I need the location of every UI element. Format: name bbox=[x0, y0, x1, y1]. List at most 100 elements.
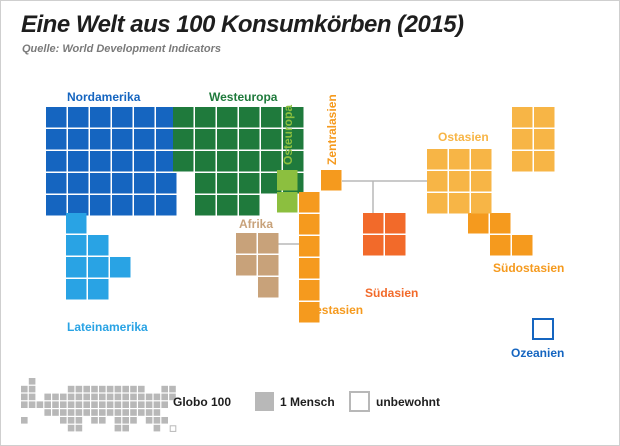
globo-mini-cell bbox=[138, 409, 145, 416]
globo-mini-cell bbox=[52, 401, 59, 408]
cell-westasien bbox=[299, 258, 320, 279]
cell-ostasien bbox=[512, 107, 533, 128]
globo-mini-cell bbox=[130, 417, 137, 424]
cell-westasien bbox=[299, 236, 320, 257]
globo-mini-cell bbox=[130, 409, 137, 416]
globo-mini-cell bbox=[44, 409, 51, 416]
cell-zentralasien bbox=[321, 170, 342, 191]
globo-mini-cell bbox=[99, 385, 106, 393]
globo-mini-cell bbox=[122, 409, 129, 416]
globo-mini-cell bbox=[106, 409, 114, 416]
cell-ostasien bbox=[512, 151, 533, 172]
globo-mini-cell bbox=[122, 385, 129, 393]
cell-ostasien bbox=[449, 149, 470, 170]
cell-nordamerika bbox=[46, 195, 67, 216]
globo-mini-cell bbox=[21, 417, 28, 424]
cell-westeuropa bbox=[283, 129, 304, 150]
globo-mini-cell bbox=[83, 401, 90, 408]
cell-nordamerika bbox=[68, 151, 89, 172]
cell-westeuropa bbox=[239, 195, 260, 216]
globo-mini-cell bbox=[28, 393, 36, 401]
cell-nordamerika bbox=[90, 151, 111, 172]
cell-westeuropa bbox=[173, 151, 194, 172]
globo-mini-cell bbox=[52, 393, 59, 401]
globo-mini-cell bbox=[161, 385, 168, 393]
legend-globo-label: Globo 100 bbox=[173, 395, 231, 409]
cell-nordamerika bbox=[134, 107, 155, 128]
cell-afrika bbox=[236, 233, 257, 254]
cell-nordamerika bbox=[156, 151, 177, 172]
cell-suedostasien bbox=[490, 235, 511, 256]
globo-mini-cell bbox=[153, 401, 161, 408]
globo-mini-cell bbox=[114, 424, 122, 432]
globo-mini-cell bbox=[138, 393, 145, 401]
globo-mini-cell bbox=[36, 401, 44, 408]
label-lateinamerika: Lateinamerika bbox=[67, 320, 148, 334]
globo-mini-cell bbox=[145, 401, 153, 408]
cell-westeuropa bbox=[261, 129, 282, 150]
globo-mini-cell bbox=[83, 393, 90, 401]
globo-mini-cell bbox=[114, 401, 122, 408]
label-zentralasien: Zentralasien bbox=[325, 94, 339, 165]
legend-unbewohnt-label: unbewohnt bbox=[376, 395, 440, 409]
globo-mini-cell bbox=[91, 417, 98, 424]
globo-mini-cell bbox=[67, 417, 75, 424]
cell-nordamerika bbox=[112, 173, 133, 194]
globo-mini-cell bbox=[67, 393, 75, 401]
connector-lines bbox=[278, 180, 427, 245]
cell-westeuropa bbox=[195, 107, 216, 128]
globo-mini-cell bbox=[21, 393, 28, 401]
cell-westasien bbox=[299, 214, 320, 235]
cell-ostasien bbox=[534, 151, 555, 172]
label-afrika: Afrika bbox=[239, 217, 273, 231]
cell-nordamerika bbox=[46, 107, 67, 128]
cell-westeuropa bbox=[261, 151, 282, 172]
cell-westasien bbox=[299, 192, 320, 213]
cell-westeuropa bbox=[217, 151, 238, 172]
label-suedostasien: Südostasien bbox=[493, 261, 564, 275]
globo-mini-cell bbox=[169, 385, 176, 393]
legend-text: Globo 100 1 Mensch unbewohnt bbox=[173, 395, 440, 409]
globo-mini-cell bbox=[153, 409, 161, 416]
cell-westeuropa bbox=[195, 129, 216, 150]
cell-suedasien bbox=[385, 213, 406, 234]
cell-ostasien bbox=[449, 193, 470, 214]
cell-ozeanien-outline bbox=[532, 318, 554, 340]
cell-nordamerika bbox=[90, 129, 111, 150]
cell-lateinamerika bbox=[66, 257, 87, 278]
cell-nordamerika bbox=[90, 107, 111, 128]
globo-mini-cell bbox=[169, 393, 176, 401]
globo-mini-cell bbox=[138, 401, 145, 408]
globo-mini-cell bbox=[99, 393, 106, 401]
cell-ostasien bbox=[449, 171, 470, 192]
globo-mini-cell bbox=[91, 393, 98, 401]
globo-mini-cell bbox=[99, 409, 106, 416]
cell-osteuropa bbox=[277, 170, 298, 191]
globo-mini-empty-cell bbox=[169, 425, 177, 432]
cell-westeuropa bbox=[239, 107, 260, 128]
globo-mini-cell bbox=[60, 401, 67, 408]
globo-mini-cell bbox=[75, 393, 83, 401]
globo-mini-cell bbox=[138, 385, 145, 393]
cell-westeuropa bbox=[239, 151, 260, 172]
cell-nordamerika bbox=[68, 107, 89, 128]
cell-westeuropa bbox=[261, 173, 282, 194]
globo-mini-cell bbox=[91, 385, 98, 393]
globo-mini-cell bbox=[130, 393, 137, 401]
globo-mini-cell bbox=[153, 424, 161, 432]
cell-nordamerika bbox=[90, 173, 111, 194]
globo-mini-cell bbox=[75, 424, 83, 432]
cell-lateinamerika bbox=[66, 235, 87, 256]
legend-mensch-label: 1 Mensch bbox=[280, 395, 335, 409]
globo-mini-cell bbox=[28, 401, 36, 408]
globo-mini-cell bbox=[67, 409, 75, 416]
cell-lateinamerika bbox=[88, 257, 109, 278]
cell-westeuropa bbox=[283, 151, 304, 172]
cell-lateinamerika bbox=[88, 279, 109, 300]
globo-mini-cell bbox=[83, 409, 90, 416]
cell-suedasien bbox=[363, 213, 384, 234]
cartogram-cells bbox=[46, 107, 555, 340]
cell-ostasien bbox=[427, 193, 448, 214]
cell-nordamerika bbox=[90, 195, 111, 216]
